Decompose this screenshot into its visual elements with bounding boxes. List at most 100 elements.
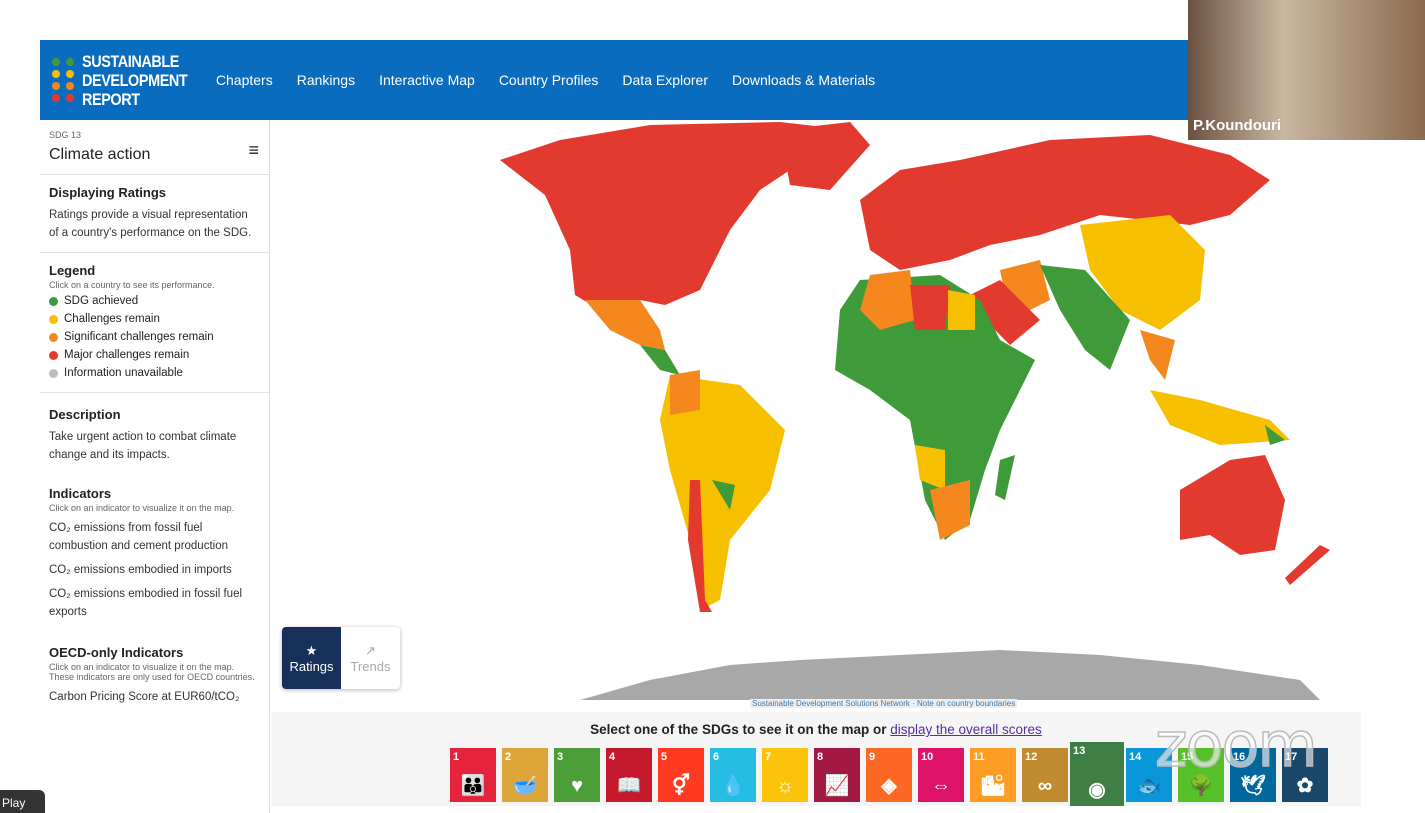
world-map[interactable]: [271, 120, 1361, 710]
sdg-tile-7[interactable]: 7 ☼: [762, 748, 808, 802]
indicator-item[interactable]: CO₂ emissions embodied in fossil fuel ex…: [49, 588, 243, 618]
legend-item: Information unavailable: [49, 364, 260, 382]
sdg-number: 7: [765, 751, 772, 763]
sdg-number: 15: [1181, 751, 1194, 763]
oecd-title: OECD-only Indicators: [49, 645, 184, 660]
participant-video: P.Koundouri: [1188, 0, 1425, 140]
sdg-tile-17[interactable]: 17 ✿: [1282, 748, 1328, 802]
sdg-icon: 🥣: [512, 775, 538, 797]
star-icon: ★: [305, 642, 318, 658]
map-credit[interactable]: Sustainable Development Solutions Networ…: [750, 699, 1018, 708]
sdg-tile-12[interactable]: 12 ∞: [1022, 748, 1068, 802]
nav-data-explorer[interactable]: Data Explorer: [622, 72, 708, 88]
sdg-tile-13[interactable]: 13 ◉: [1070, 742, 1124, 806]
sdg-number: 9: [869, 751, 876, 763]
participant-name: P.Koundouri: [1193, 117, 1282, 134]
selector-prompt: Select one of the SDGs to see it on the …: [590, 722, 891, 737]
sdg-icon: 🕊: [1240, 775, 1266, 797]
top-nav: SUSTAINABLE DEVELOPMENT REPORT Chapters Ra…: [40, 40, 1225, 120]
nav-downloads[interactable]: Downloads & Materials: [732, 72, 876, 88]
zoom-watermark: zoom: [1154, 707, 1318, 782]
sdg-number: 2: [505, 751, 512, 763]
north-america[interactable]: [500, 122, 870, 375]
description-title: Description: [49, 407, 121, 422]
sdg-tile-9[interactable]: 9 ◈: [866, 748, 912, 802]
ratings-text: Ratings provide a visual representation …: [49, 209, 252, 239]
legend-item: SDG achieved: [49, 292, 260, 310]
description-text: Take urgent action to combat climate cha…: [49, 431, 237, 461]
sdg-tile-4[interactable]: 4 📖: [606, 748, 652, 802]
sdg-tile-8[interactable]: 8 📈: [814, 748, 860, 802]
indicator-item[interactable]: Carbon Pricing Score at EUR60/tCO₂: [49, 691, 240, 703]
sdg-number: 3: [557, 751, 564, 763]
indicators-hint: Click on an indicator to visualize it on…: [49, 503, 235, 513]
legend-title: Legend: [49, 263, 96, 278]
africa[interactable]: [835, 270, 1035, 540]
sdg-number: 6: [713, 751, 720, 763]
sdg-tile-6[interactable]: 6 💧: [710, 748, 756, 802]
sdg-tile-11[interactable]: 11 🏙: [970, 748, 1016, 802]
overall-scores-link[interactable]: display the overall scores: [890, 722, 1042, 737]
sdg-number: 12: [1025, 751, 1038, 763]
oceania[interactable]: [1180, 455, 1330, 585]
sdg-icon: ✿: [1296, 775, 1314, 797]
sdg-tile-16[interactable]: 16 🕊: [1230, 748, 1276, 802]
sdg-icon: 🐟: [1136, 775, 1162, 797]
sdg-icon: 💧: [720, 775, 746, 797]
menu-icon[interactable]: ≡: [248, 140, 259, 160]
sdg-number: 16: [1233, 751, 1246, 763]
europe-asia[interactable]: [860, 135, 1290, 445]
legend-item: Major challenges remain: [49, 346, 260, 364]
ratings-title: Displaying Ratings: [49, 185, 167, 200]
sdg-icon: 👪: [460, 775, 486, 797]
sdg-label: SDG 13: [49, 130, 82, 140]
logo-line: DEVELOPMENT: [82, 70, 188, 90]
nav-interactive-map[interactable]: Interactive Map: [379, 72, 475, 88]
sdr-logo[interactable]: SUSTAINABLE DEVELOPMENT REPORT: [52, 52, 206, 109]
nav-chapters[interactable]: Chapters: [215, 72, 273, 88]
sdg-selector: Select one of the SDGs to see it on the …: [271, 712, 1361, 806]
sdg-tile-3[interactable]: 3 ♥: [554, 748, 600, 802]
sdg-icon: ∞: [1037, 775, 1053, 797]
sdg-number: 8: [817, 751, 824, 763]
legend-item: Challenges remain: [49, 310, 260, 328]
sdg-number: 1: [453, 751, 460, 763]
sdg-icon: 📖: [616, 775, 642, 797]
logo-line: SUSTAINABLE: [82, 51, 180, 71]
sdg-icon: 🌳: [1188, 775, 1214, 797]
trends-tab[interactable]: ↗ Trends: [341, 627, 400, 689]
sdg-icon: ◈: [881, 775, 897, 797]
sdg-number: 11: [973, 751, 985, 763]
indicator-item[interactable]: CO₂ emissions embodied in imports: [49, 564, 232, 576]
trend-arrow-icon: ↗: [365, 642, 376, 658]
sdg-icon: ⚥: [671, 775, 691, 797]
sdg-number: 13: [1073, 745, 1086, 757]
nav-country-profiles[interactable]: Country Profiles: [498, 72, 599, 88]
sdg-icon: ☼: [775, 775, 795, 797]
sdg-number: 10: [921, 751, 934, 763]
sdg-tile-15[interactable]: 15 🌳: [1178, 748, 1224, 802]
logo-line: REPORT: [82, 89, 140, 109]
sdg-tile-5[interactable]: 5 ⚥: [658, 748, 704, 802]
sdg-tile-10[interactable]: 10 ⇔: [918, 748, 964, 802]
south-america[interactable]: [660, 370, 785, 612]
oecd-hint: Click on an indicator to visualize it on…: [49, 662, 255, 682]
legend-hint: Click on a country to see its performanc…: [49, 280, 215, 290]
sdg-tile-14[interactable]: 14 🐟: [1126, 748, 1172, 802]
sdg-title: Climate action: [49, 146, 151, 163]
sdg-tile-2[interactable]: 2 🥣: [502, 748, 548, 802]
nav-rankings[interactable]: Rankings: [296, 72, 356, 88]
sdg-number: 5: [661, 751, 668, 763]
sdg-number: 14: [1129, 751, 1142, 763]
sdg-number: 17: [1285, 751, 1298, 763]
sdg-icon: 🏙: [980, 775, 1006, 797]
logo-dots-icon: [52, 58, 76, 102]
ratings-tab[interactable]: ★ Ratings: [282, 627, 341, 689]
view-toggle: ★ Ratings ↗ Trends: [282, 627, 400, 689]
play-button[interactable]: Play: [0, 790, 45, 813]
sdg-icon: ⇔: [931, 775, 951, 797]
sdg-tile-1[interactable]: 1 👪: [450, 748, 496, 802]
sdg-icon: ♥: [571, 775, 583, 797]
indicator-item[interactable]: CO₂ emissions from fossil fuel combustio…: [49, 522, 228, 552]
antarctica: [580, 650, 1320, 700]
